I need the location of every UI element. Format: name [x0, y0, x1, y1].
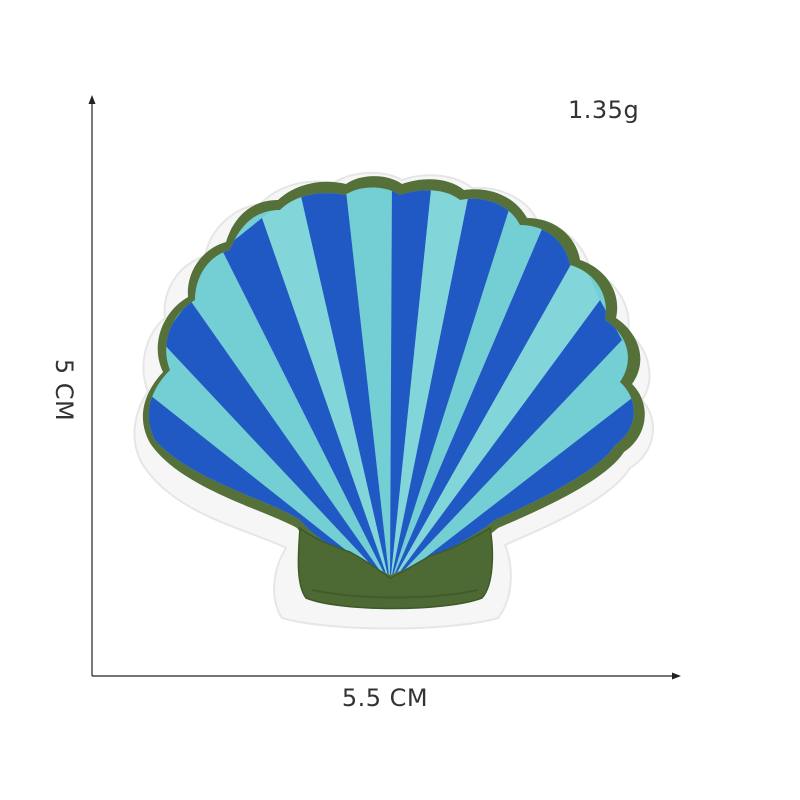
stripe-dark-2 — [160, 300, 390, 575]
vertical-arrow-head — [88, 95, 96, 104]
stitch-highlight-3 — [390, 252, 600, 575]
stitch-highlight-1 — [262, 192, 390, 575]
stripe-dark-8 — [390, 300, 622, 575]
weight-label: 1.35g — [568, 96, 640, 124]
width-label: 5.5 CM — [341, 684, 429, 712]
stripe-dark-4 — [300, 187, 390, 575]
stripe-dark-3 — [222, 218, 390, 575]
stripe-dark-9 — [390, 395, 634, 575]
stripe-dark-5 — [390, 187, 432, 575]
height-label: 5 CM — [50, 358, 78, 422]
stripe-dark-1 — [148, 395, 390, 575]
stripe-dark-6 — [390, 188, 512, 575]
horizontal-arrow-head — [672, 672, 681, 680]
shell-stripes — [148, 187, 634, 575]
shell-base — [297, 526, 494, 610]
base-stitch-line — [311, 589, 479, 599]
stitch-highlight-2 — [390, 187, 470, 575]
stripe-dark-7 — [390, 222, 578, 575]
